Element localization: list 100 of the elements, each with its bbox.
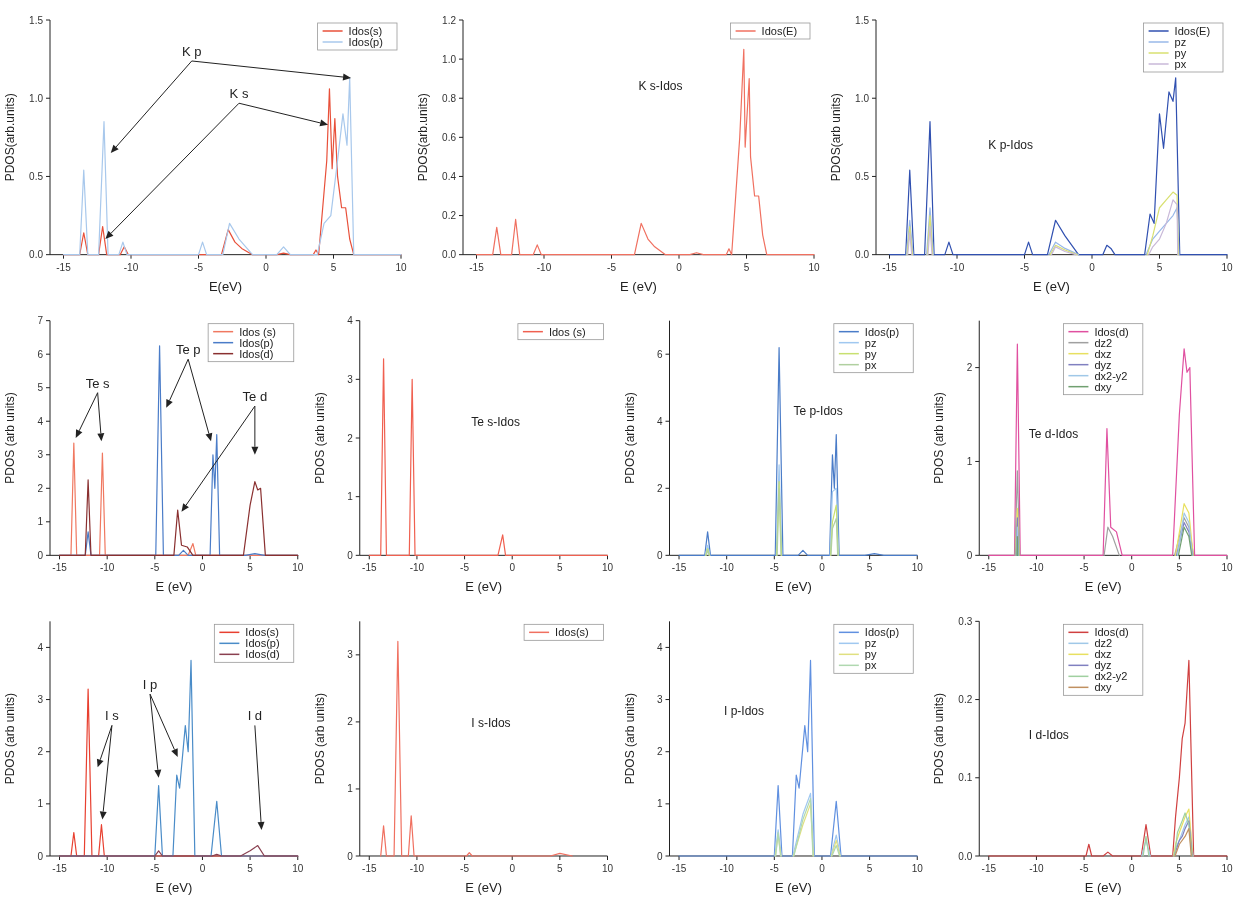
x-tick-label: -5 — [460, 562, 470, 574]
x-tick-label: -15 — [469, 261, 485, 273]
x-tick-label: -10 — [409, 562, 425, 574]
y-tick-label: 4 — [347, 315, 354, 327]
y-tick-label: 0.1 — [958, 772, 973, 784]
y-axis-title: PDOS(arb.units) — [416, 93, 430, 182]
x-tick-label: -15 — [981, 863, 997, 874]
y-axis-title: PDOS(arb units) — [829, 93, 843, 182]
y-tick-label: 0.0 — [442, 249, 457, 261]
legend-label: Idos (s) — [239, 325, 276, 338]
legend-label: Idos(s) — [348, 24, 383, 37]
x-axis-title: E (eV) — [1084, 579, 1122, 595]
y-tick-label: 0.0 — [29, 249, 44, 261]
annotation: Te s-Idos — [471, 415, 520, 430]
x-tick-label: -15 — [56, 261, 72, 273]
legend-label: dxz — [1094, 347, 1112, 360]
legend-label: dxz — [1094, 648, 1112, 661]
legend-label: px — [864, 659, 877, 672]
x-tick-label: -5 — [1079, 863, 1089, 874]
annotation: I d-Idos — [1028, 727, 1069, 742]
y-tick-label: 1 — [347, 783, 354, 795]
x-tick-label: -10 — [949, 261, 965, 273]
x-axis-title: E (eV) — [620, 278, 657, 294]
x-axis-title: E (eV) — [155, 579, 193, 595]
x-tick-label: 0 — [676, 261, 683, 273]
x-tick-label: 10 — [808, 261, 820, 273]
y-tick-label: 0 — [347, 549, 354, 561]
y-axis-title: PDOS (arb units) — [932, 692, 947, 785]
y-tick-label: 0.3 — [958, 615, 973, 627]
legend-label: pz — [864, 336, 877, 349]
y-tick-label: 3 — [37, 694, 44, 706]
y-tick-label: 2 — [37, 482, 44, 494]
y-tick-label: 5 — [37, 382, 44, 394]
y-tick-label: 0.0 — [958, 850, 973, 862]
x-tick-label: 5 — [557, 863, 564, 874]
legend-label: Idos(d) — [245, 648, 280, 661]
y-axis-title: PDOS (arb units) — [622, 392, 637, 484]
annotation: K p — [181, 43, 202, 59]
x-tick-label: -15 — [362, 863, 377, 874]
y-axis-title: PDOS(arb.units) — [3, 93, 17, 182]
legend-label: dx2-y2 — [1094, 369, 1128, 382]
legend-label: Idos(s) — [245, 626, 279, 639]
legend-label: dxy — [1094, 380, 1113, 393]
legend-label: Idos(p) — [864, 325, 900, 338]
x-tick-label: 0 — [199, 562, 206, 574]
x-axis-title: E(eV) — [208, 278, 243, 294]
x-tick-label: -10 — [719, 863, 735, 874]
y-axis-title: PDOS (arb units) — [312, 392, 327, 484]
y-tick-label: 2 — [347, 432, 354, 444]
annotation: Te p — [175, 342, 201, 358]
y-tick-label: 0.6 — [442, 131, 457, 143]
legend-label: Idos (s) — [548, 325, 586, 338]
legend-label: dyz — [1094, 659, 1112, 672]
x-tick-label: 5 — [247, 562, 254, 574]
x-tick-label: -5 — [607, 261, 617, 273]
legend-label: pz — [1174, 35, 1187, 48]
x-tick-label: -10 — [719, 562, 735, 574]
y-axis-title: PDOS (arb units) — [622, 692, 637, 785]
y-tick-label: 7 — [37, 315, 44, 327]
annotation: Te d — [242, 389, 268, 405]
legend-label: py — [864, 648, 877, 661]
y-tick-label: 1.2 — [442, 14, 457, 26]
x-tick-label: -15 — [671, 562, 687, 574]
annotation: K p-Idos — [988, 138, 1034, 153]
legend-label: dx2-y2 — [1094, 670, 1128, 683]
y-tick-label: 2 — [347, 716, 354, 728]
x-tick-label: 5 — [330, 261, 337, 273]
legend-label: dz2 — [1094, 637, 1113, 650]
x-tick-label: 5 — [1176, 562, 1183, 574]
y-tick-label: 2 — [656, 746, 663, 758]
y-axis-title: PDOS (arb units) — [932, 392, 947, 484]
y-tick-label: 1.0 — [855, 92, 870, 104]
annotation: I p — [142, 677, 158, 693]
x-axis-title: E (eV) — [465, 880, 503, 895]
y-tick-label: 3 — [347, 373, 354, 385]
x-tick-label: -5 — [460, 863, 470, 874]
annotation: I s — [105, 708, 120, 724]
x-tick-label: -10 — [123, 261, 139, 273]
x-tick-label: -5 — [1020, 261, 1030, 273]
x-axis-title: E (eV) — [465, 579, 503, 595]
x-tick-label: 5 — [1156, 261, 1163, 273]
y-tick-label: 0 — [966, 549, 973, 561]
x-tick-label: -15 — [981, 562, 997, 574]
y-tick-label: 4 — [656, 415, 663, 427]
y-tick-label: 0.8 — [442, 92, 457, 104]
legend-label: py — [1174, 46, 1187, 59]
x-tick-label: 5 — [743, 261, 750, 273]
x-tick-label: 0 — [1128, 863, 1135, 874]
annotation: K s-Idos — [638, 79, 683, 94]
x-tick-label: 10 — [601, 562, 614, 574]
x-tick-label: 0 — [509, 562, 516, 574]
annotation: I d — [247, 708, 263, 724]
y-tick-label: 2 — [966, 362, 973, 374]
y-tick-label: 0.2 — [442, 210, 457, 222]
y-tick-label: 0 — [37, 549, 44, 561]
y-tick-label: 2 — [37, 746, 44, 758]
y-tick-label: 1 — [37, 516, 44, 528]
annotation: I p-Idos — [724, 704, 765, 719]
legend-label: dz2 — [1094, 336, 1113, 349]
y-axis-title: PDOS (arb units) — [3, 392, 17, 484]
